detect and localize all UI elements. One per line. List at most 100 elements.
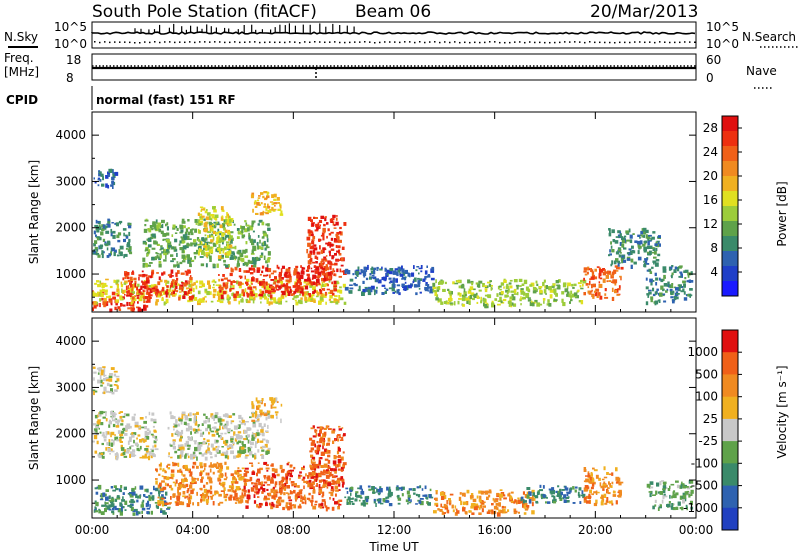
data-cell [529,284,532,287]
data-cell [416,266,419,268]
data-cell [216,433,219,435]
data-cell [266,489,268,491]
data-cell [175,272,177,277]
data-cell [171,283,173,287]
data-cell [189,494,191,497]
data-cell [367,289,371,292]
data-cell [148,293,151,297]
data-cell [115,508,119,510]
data-cell [604,503,607,505]
data-cell [159,483,162,487]
data-cell [436,287,439,290]
data-cell [536,281,538,284]
data-cell [583,292,586,295]
data-cell [463,502,467,505]
data-cell [631,265,633,269]
data-cell [638,244,640,247]
data-cell [236,499,239,501]
data-cell [634,240,637,243]
data-cell [152,289,156,291]
data-cell [97,236,100,238]
data-cell [187,219,189,222]
data-cell [203,498,206,501]
data-cell [459,286,461,289]
data-cell [247,500,249,503]
data-cell [182,260,186,262]
data-cell [261,450,264,452]
data-cell [102,382,104,384]
data-cell [257,200,259,202]
data-cell [260,441,264,443]
data-cell [643,247,647,251]
data-cell [124,413,126,416]
data-cell [565,487,568,490]
data-cell [313,250,315,254]
data-cell [93,372,96,374]
data-cell [262,439,265,441]
data-cell [518,512,520,514]
data-cell [316,279,320,284]
data-cell [573,502,576,504]
data-cell [341,265,344,267]
data-cell [248,233,250,237]
data-cell [543,298,546,301]
data-cell [233,490,236,493]
data-cell [117,454,119,458]
data-cell [270,294,273,298]
data-cell [94,240,97,244]
data-cell [643,228,647,232]
data-cell [114,434,116,436]
nsearch-dot [619,42,621,44]
nsearch-dot [484,42,486,44]
nsearch-dot [594,42,596,44]
data-cell [627,252,629,254]
nsearch-dot [524,42,526,44]
data-cell [98,184,100,186]
data-cell [399,487,403,489]
nsearch-tick-high: 10^5 [706,20,739,34]
data-cell [173,291,175,294]
nsearch-dot [99,42,101,44]
data-cell [102,443,105,445]
data-cell [209,249,213,253]
data-cell [671,283,673,285]
data-cell [252,279,254,282]
data-cell [632,250,635,253]
data-cell [130,499,133,503]
data-cell [336,251,339,253]
nsearch-dot [574,41,576,43]
data-cell [385,268,387,272]
data-cell [260,429,264,433]
data-cell [190,431,192,435]
data-cell [125,509,127,511]
data-cell [257,245,259,249]
data-cell [669,501,671,504]
data-cell [185,465,188,469]
data-cell [225,235,229,238]
data-cell [520,296,522,300]
data-cell [104,290,108,293]
data-cell [547,299,550,303]
data-cell [308,217,312,221]
data-cell [325,216,327,218]
data-cell [286,280,290,282]
data-cell [227,280,231,282]
data-cell [467,279,470,283]
data-cell [262,398,264,401]
data-cell [252,221,256,223]
data-cell [103,378,106,381]
data-cell [471,512,474,515]
nsearch-dot [639,41,641,43]
nsearch-dot [279,42,281,44]
data-cell [616,236,620,238]
data-cell [431,278,435,281]
data-cell [104,298,107,302]
data-cell [244,490,247,493]
data-cell [308,493,310,496]
data-cell [324,501,326,506]
data-cell [433,510,437,513]
data-cell [180,436,182,438]
data-cell [650,493,652,497]
data-cell [324,258,327,260]
data-cell [352,273,354,275]
